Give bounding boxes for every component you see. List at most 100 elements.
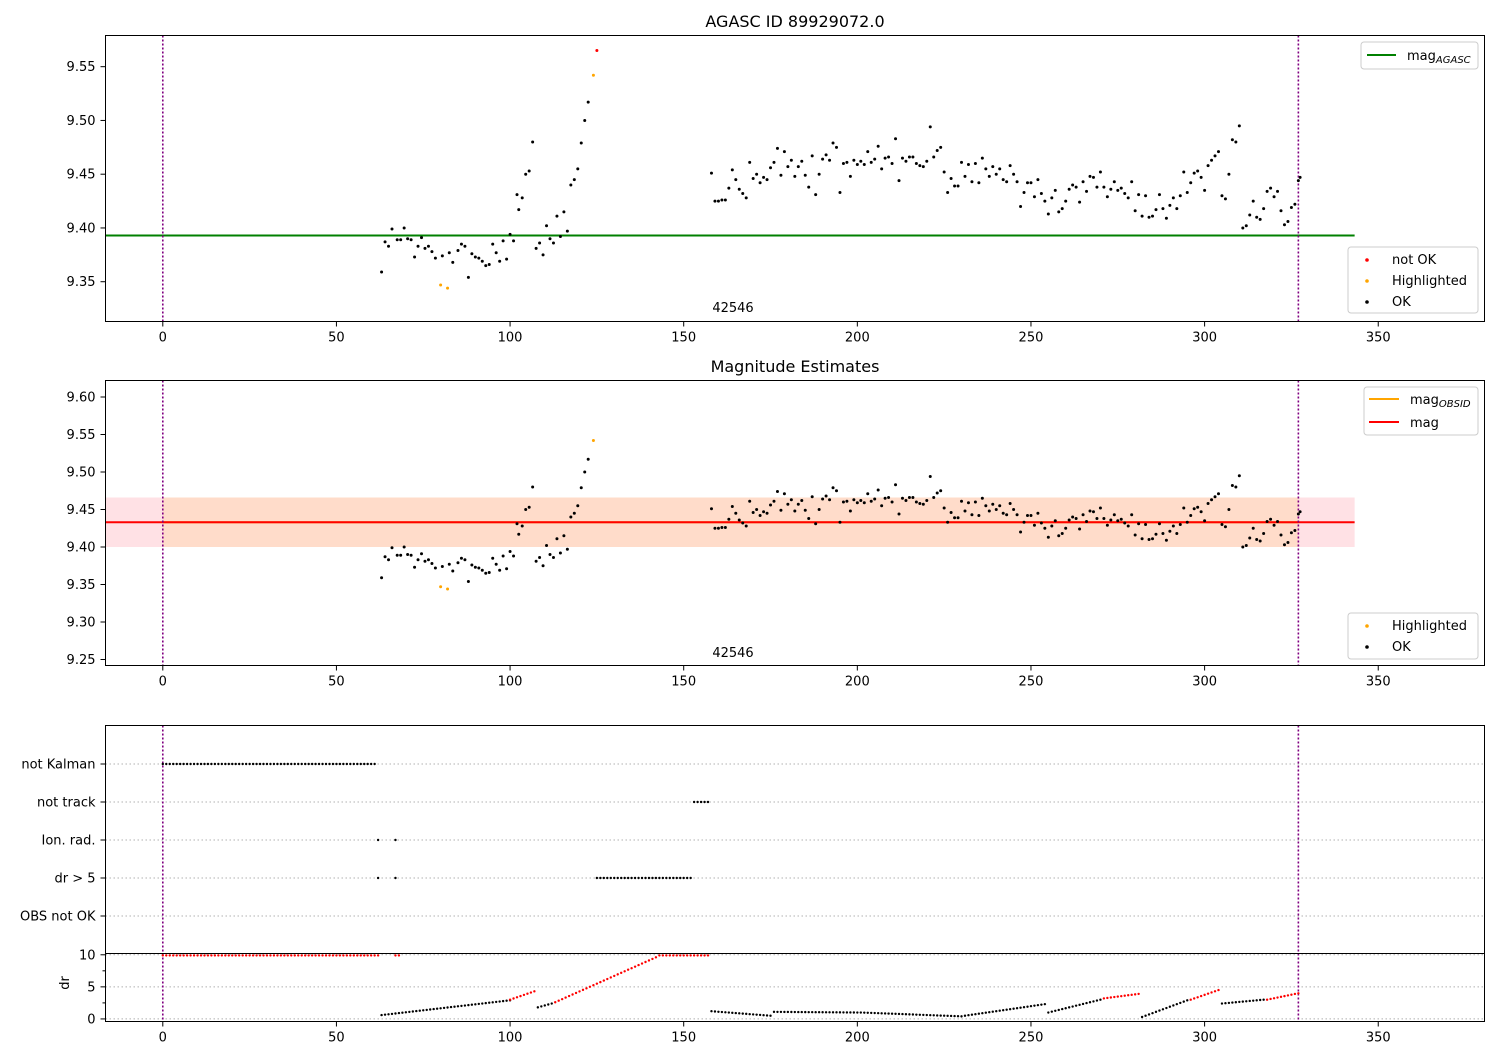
dr-point — [1061, 1007, 1064, 1011]
p2-point — [551, 556, 555, 559]
p2-point — [545, 544, 549, 547]
dr-point — [745, 1012, 748, 1016]
dr-point — [199, 954, 203, 957]
dr-point — [738, 1012, 741, 1015]
p1-point — [769, 166, 773, 170]
dr-point — [560, 997, 564, 1001]
p4-xtick-label: 250 — [1019, 1031, 1044, 1046]
dr-point — [345, 954, 349, 957]
p2-point — [470, 563, 474, 567]
p2-point — [463, 558, 467, 562]
p2-point — [953, 516, 957, 520]
p1-point — [1178, 194, 1182, 198]
p1-point — [848, 174, 852, 178]
p2-point — [456, 561, 460, 565]
flag-point — [359, 762, 362, 766]
p2-ytick-label: 9.60 — [67, 391, 96, 406]
p1-point — [991, 165, 995, 169]
p1-point — [720, 198, 724, 202]
dr-point — [758, 1013, 762, 1017]
p1-point — [987, 174, 991, 178]
p1-ytick-label: 9.45 — [67, 168, 96, 183]
p1-point — [1255, 215, 1259, 219]
dr-point — [685, 954, 689, 957]
p2-point — [1289, 531, 1293, 535]
p1-point — [782, 150, 786, 154]
p1-point — [1171, 196, 1175, 200]
dr-point — [810, 1010, 814, 1014]
dr-point — [328, 954, 331, 957]
p2-point — [383, 555, 387, 559]
p2-point — [439, 585, 443, 589]
p1-point — [925, 159, 929, 163]
dr-point — [967, 1014, 970, 1017]
dr-point — [956, 1015, 960, 1018]
p2-point — [1216, 492, 1220, 496]
p2-point — [758, 514, 762, 517]
flag-point — [213, 762, 217, 766]
dr-point — [720, 1010, 724, 1014]
dr-point — [1203, 993, 1206, 997]
flag-point — [349, 762, 352, 766]
p1-xtick-label: 0 — [159, 331, 167, 346]
p2-xtick-label: 0 — [159, 675, 167, 690]
p1-point — [463, 244, 467, 248]
p2-point — [1164, 538, 1168, 542]
p1-point — [744, 196, 748, 200]
p2-point — [810, 495, 814, 499]
flag-point — [165, 762, 168, 766]
dr-point — [422, 1009, 425, 1012]
p2-point — [897, 512, 901, 516]
p2-point — [520, 524, 524, 528]
p2-point — [1272, 523, 1276, 527]
dr-point — [981, 1012, 984, 1015]
p2-point — [980, 496, 984, 500]
dr-point — [755, 1013, 758, 1016]
p1-point — [734, 178, 738, 182]
p1-point — [1223, 197, 1227, 201]
p1-xtick-label: 200 — [845, 331, 870, 346]
p2-point — [1279, 533, 1283, 537]
dr-point — [1081, 1002, 1085, 1006]
legend-mag-agasc-label: mag — [1407, 49, 1436, 64]
p2-point — [737, 518, 741, 522]
dr-point — [970, 1013, 974, 1016]
p1-point — [741, 192, 745, 196]
p1-point — [963, 174, 967, 178]
p2-point — [1029, 514, 1033, 517]
p1-point — [956, 184, 960, 188]
p2-point — [869, 499, 873, 503]
dr-point — [731, 1011, 734, 1015]
p2-point — [433, 566, 437, 570]
dr-point — [1279, 995, 1283, 999]
dr-point — [1095, 999, 1099, 1002]
dr-point — [588, 985, 592, 988]
dr-point — [883, 1012, 887, 1015]
dr-point — [1286, 994, 1290, 997]
flag-point — [616, 876, 619, 880]
dr-point — [394, 954, 397, 957]
p2-point — [890, 500, 894, 504]
p2-point — [1091, 510, 1095, 514]
dr-point — [529, 991, 533, 994]
flag-point — [623, 876, 626, 880]
p2-point — [459, 556, 463, 560]
p2-point — [1067, 518, 1071, 522]
dr-point — [1050, 1010, 1054, 1013]
dr-point — [609, 976, 612, 979]
dr-point — [977, 1012, 981, 1015]
p1-point — [755, 172, 759, 176]
p1-point — [545, 224, 549, 228]
p1-point — [807, 185, 811, 189]
dr-point — [1109, 996, 1113, 999]
dr-point — [1133, 993, 1137, 996]
dr-point — [1120, 994, 1123, 998]
dr-point — [1012, 1007, 1015, 1010]
flag-point — [248, 762, 251, 766]
p2-point — [932, 496, 936, 499]
dr-point — [474, 1003, 477, 1006]
dr-point — [481, 1002, 484, 1005]
flag-point — [369, 762, 373, 766]
flag-point — [231, 762, 234, 766]
legend-mag: mag — [1410, 416, 1439, 431]
